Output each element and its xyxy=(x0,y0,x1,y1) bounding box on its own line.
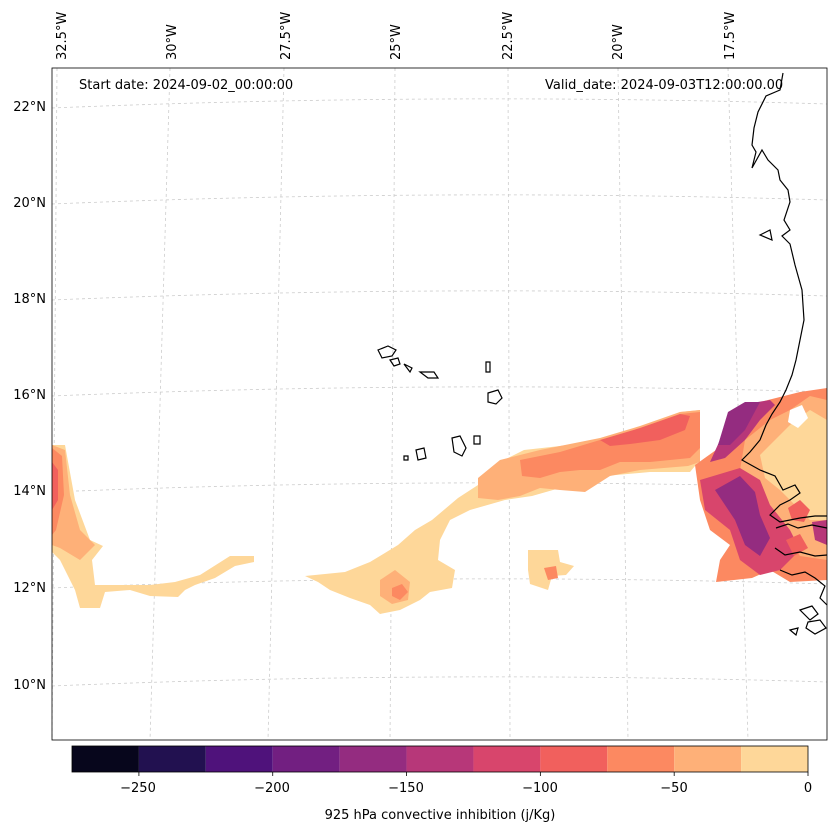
lat-label: 12°N xyxy=(13,581,46,596)
cin-contours xyxy=(52,388,827,614)
lat-label: 20°N xyxy=(13,196,46,211)
map-frame xyxy=(51,67,828,741)
colorbar-tick-label: −150 xyxy=(388,781,424,796)
cin-hole-white xyxy=(788,405,808,428)
colorbar-segment xyxy=(406,746,474,772)
lon-labels: 32.5°W 30°W 27.5°W 25°W 22.5°W 20°W 17.5… xyxy=(55,12,738,60)
lat-label: 14°N xyxy=(13,484,46,499)
colorbar-tick-label: −100 xyxy=(522,781,558,796)
islands xyxy=(377,345,503,461)
lat-label: 18°N xyxy=(13,292,46,307)
africa-coastline xyxy=(741,72,827,523)
lat-label: 16°N xyxy=(13,388,46,403)
colorbar xyxy=(71,745,809,776)
lon-gridlines xyxy=(51,67,749,741)
coastlines xyxy=(741,72,828,637)
valid-date-label: Valid_date: 2024-09-03T12:00:00.00 xyxy=(545,78,784,93)
colorbar-segment xyxy=(674,746,742,772)
colorbar-tick-label: −200 xyxy=(254,781,290,796)
colorbar-ticks: −250 −200 −150 −100 −50 0 xyxy=(120,781,812,796)
lon-label: 25°W xyxy=(389,24,404,60)
start-date-label: Start date: 2024-09-02_00:00:00 xyxy=(79,78,294,93)
colorbar-segment xyxy=(272,746,340,772)
lon-label: 17.5°W xyxy=(723,12,738,60)
lon-label: 27.5°W xyxy=(279,12,294,60)
lat-label: 22°N xyxy=(13,100,46,115)
lat-label: 10°N xyxy=(13,678,46,693)
lon-label: 20°W xyxy=(611,24,626,60)
colorbar-tick-label: −250 xyxy=(120,781,156,796)
colorbar-segment xyxy=(138,746,206,772)
lon-label: 22.5°W xyxy=(501,12,516,60)
colorbar-segment xyxy=(72,746,139,772)
colorbar-segment xyxy=(741,746,808,772)
colorbar-border xyxy=(71,745,809,773)
cin-area-west-light xyxy=(52,445,254,608)
lat-labels: 22°N 20°N 18°N 16°N 14°N 12°N 10°N xyxy=(13,100,46,693)
colorbar-segment xyxy=(607,746,675,772)
colorbar-segment xyxy=(540,746,608,772)
santo-antao-island xyxy=(377,345,397,359)
colorbar-tick-label: −50 xyxy=(660,781,687,796)
colorbar-segment xyxy=(205,746,273,772)
lon-label: 32.5°W xyxy=(55,12,70,60)
colorbar-segment xyxy=(473,746,541,772)
lat-gridlines xyxy=(51,98,828,687)
colorbar-title: 925 hPa convective inhibition (j/Kg) xyxy=(324,808,556,823)
colorbar-segment xyxy=(339,746,407,772)
colorbar-tick-label: 0 xyxy=(804,781,812,796)
lon-label: 30°W xyxy=(165,24,180,60)
